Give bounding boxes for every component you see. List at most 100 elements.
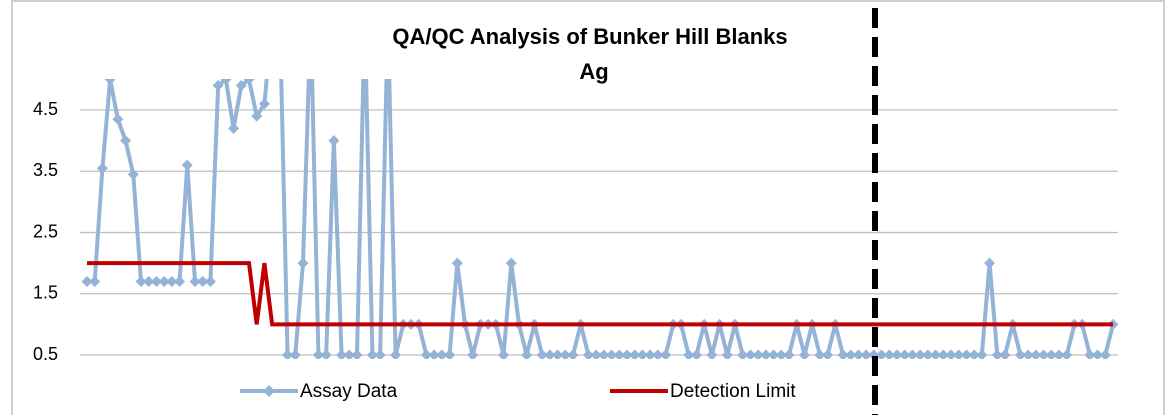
data-point bbox=[1045, 349, 1057, 359]
data-point bbox=[444, 349, 456, 359]
data-point bbox=[922, 349, 934, 359]
data-point bbox=[251, 110, 263, 122]
data-point bbox=[552, 349, 564, 359]
data-point bbox=[89, 276, 101, 288]
series-line bbox=[87, 261, 1113, 327]
data-point bbox=[505, 257, 517, 269]
data-point bbox=[1092, 349, 1104, 359]
data-point bbox=[166, 276, 178, 288]
data-point bbox=[220, 79, 232, 85]
y-tick-label: 2.5 bbox=[33, 221, 58, 241]
data-point bbox=[636, 349, 648, 359]
data-point bbox=[181, 159, 193, 171]
data-point bbox=[621, 349, 633, 359]
data-point bbox=[1099, 349, 1111, 359]
legend-label: Detection Limit bbox=[670, 381, 796, 402]
data-point bbox=[629, 349, 641, 359]
data-point bbox=[467, 349, 479, 359]
data-point bbox=[652, 349, 664, 359]
data-point bbox=[775, 349, 787, 359]
chart-subtitle: Ag bbox=[579, 59, 608, 84]
data-point bbox=[937, 349, 949, 359]
data-point bbox=[258, 98, 270, 110]
data-point bbox=[81, 276, 93, 288]
chart-title: QA/QC Analysis of Bunker Hill Blanks bbox=[392, 24, 787, 49]
data-point bbox=[760, 349, 772, 359]
data-point bbox=[1014, 349, 1026, 359]
data-point bbox=[536, 349, 548, 359]
data-point bbox=[150, 276, 162, 288]
data-point bbox=[783, 349, 795, 359]
data-point bbox=[945, 349, 957, 359]
data-point bbox=[606, 349, 618, 359]
data-point bbox=[567, 349, 579, 359]
data-point bbox=[960, 349, 972, 359]
data-point bbox=[243, 79, 255, 85]
data-point bbox=[660, 349, 672, 359]
data-point bbox=[366, 349, 378, 359]
data-point bbox=[297, 257, 309, 269]
data-point bbox=[914, 349, 926, 359]
data-point bbox=[706, 349, 718, 359]
data-point bbox=[158, 276, 170, 288]
data-point bbox=[644, 349, 656, 359]
data-point bbox=[289, 349, 301, 359]
data-point bbox=[690, 349, 702, 359]
data-point bbox=[197, 276, 209, 288]
data-point bbox=[752, 349, 764, 359]
data-point bbox=[336, 349, 348, 359]
data-point bbox=[984, 257, 996, 269]
data-point bbox=[899, 349, 911, 359]
data-point bbox=[544, 349, 556, 359]
data-point bbox=[930, 349, 942, 359]
data-point bbox=[420, 349, 432, 359]
data-point bbox=[1030, 349, 1042, 359]
data-point bbox=[135, 276, 147, 288]
data-point bbox=[737, 349, 749, 359]
data-point bbox=[559, 349, 571, 359]
data-point bbox=[876, 349, 888, 359]
data-point bbox=[112, 113, 124, 125]
data-point bbox=[189, 276, 201, 288]
data-point bbox=[320, 349, 332, 359]
data-point bbox=[228, 122, 240, 134]
data-point bbox=[235, 80, 247, 92]
data-point bbox=[312, 349, 324, 359]
data-point bbox=[1053, 349, 1065, 359]
data-point bbox=[582, 349, 594, 359]
data-point bbox=[451, 257, 463, 269]
data-point bbox=[860, 349, 872, 359]
data-point bbox=[744, 349, 756, 359]
data-point bbox=[1061, 349, 1073, 359]
data-point bbox=[1084, 349, 1096, 359]
data-point bbox=[721, 349, 733, 359]
data-point bbox=[683, 349, 695, 359]
data-point bbox=[428, 349, 440, 359]
data-point bbox=[814, 349, 826, 359]
data-point bbox=[798, 349, 810, 359]
y-tick-label: 4.5 bbox=[33, 99, 58, 119]
data-point bbox=[1038, 349, 1050, 359]
data-point bbox=[328, 135, 340, 147]
data-point bbox=[590, 349, 602, 359]
data-point bbox=[127, 168, 139, 180]
y-tick-label: 0.5 bbox=[33, 344, 58, 364]
data-point bbox=[613, 349, 625, 359]
legend-marker bbox=[263, 385, 275, 397]
data-point bbox=[351, 349, 363, 359]
data-point bbox=[436, 349, 448, 359]
data-point bbox=[104, 79, 116, 85]
data-point bbox=[999, 349, 1011, 359]
data-point bbox=[282, 349, 294, 359]
data-point bbox=[837, 349, 849, 359]
data-point bbox=[120, 135, 132, 147]
data-point bbox=[212, 80, 224, 92]
data-point bbox=[204, 276, 216, 288]
data-point bbox=[976, 349, 988, 359]
data-point bbox=[96, 162, 108, 174]
data-point bbox=[374, 349, 386, 359]
data-point bbox=[521, 349, 533, 359]
data-point bbox=[953, 349, 965, 359]
data-point bbox=[390, 349, 402, 359]
